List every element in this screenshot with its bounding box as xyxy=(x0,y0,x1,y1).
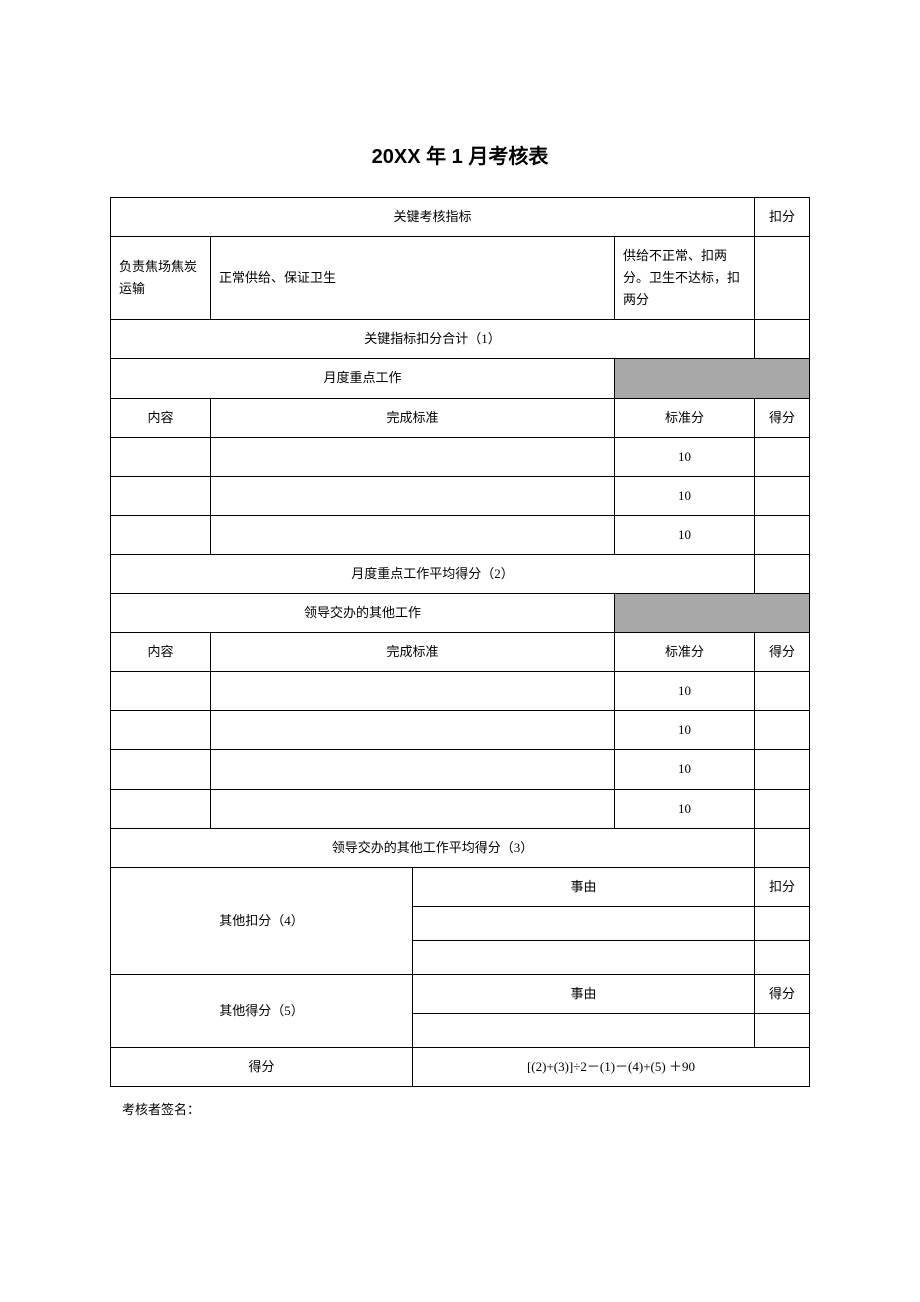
section2-col-score: 得分 xyxy=(755,398,810,437)
section1-row-score xyxy=(755,237,810,320)
signature-label: 考核者签名： xyxy=(110,1099,810,1118)
table-cell xyxy=(755,940,810,974)
table-cell xyxy=(211,750,615,789)
section4-score-header: 扣分 xyxy=(755,867,810,906)
final-formula: [(2)+(3)]÷2－(1)－(4)+(5) ＋90 xyxy=(412,1047,809,1086)
section1-score-header: 扣分 xyxy=(755,198,810,237)
table-cell xyxy=(755,515,810,554)
section3-subtotal-val xyxy=(755,828,810,867)
section1-header: 关键考核指标 xyxy=(111,198,755,237)
table-cell xyxy=(412,940,754,974)
page-title: 20XX 年 1 月考核表 xyxy=(110,140,810,169)
final-label: 得分 xyxy=(111,1047,413,1086)
section3-col-score: 得分 xyxy=(755,633,810,672)
table-cell: 10 xyxy=(615,672,755,711)
section2-subtotal: 月度重点工作平均得分（2） xyxy=(111,554,755,593)
table-cell xyxy=(755,750,810,789)
table-cell xyxy=(211,672,615,711)
section2-col-standard: 完成标准 xyxy=(211,398,615,437)
table-cell: 10 xyxy=(615,789,755,828)
table-cell xyxy=(755,1013,810,1047)
table-cell: 10 xyxy=(615,515,755,554)
section3-subtotal: 领导交办的其他工作平均得分（3） xyxy=(111,828,755,867)
assessment-table: 关键考核指标 扣分 负责焦场焦炭运输 正常供给、保证卫生 供给不正常、扣两分。卫… xyxy=(110,197,810,1087)
section3-col-content: 内容 xyxy=(111,633,211,672)
table-cell xyxy=(211,515,615,554)
table-cell xyxy=(111,750,211,789)
table-cell xyxy=(111,711,211,750)
section3-shaded xyxy=(615,594,810,633)
table-cell xyxy=(755,672,810,711)
table-cell: 10 xyxy=(615,711,755,750)
table-cell xyxy=(755,789,810,828)
section2-shaded xyxy=(615,359,810,398)
table-cell xyxy=(412,906,754,940)
section3-col-standard: 完成标准 xyxy=(211,633,615,672)
section2-header: 月度重点工作 xyxy=(111,359,615,398)
section4-reason-header: 事由 xyxy=(412,867,754,906)
section2-subtotal-val xyxy=(755,554,810,593)
table-cell xyxy=(755,906,810,940)
section1-row-col2: 正常供给、保证卫生 xyxy=(211,237,615,320)
table-cell xyxy=(111,476,211,515)
table-cell xyxy=(211,476,615,515)
section1-subtotal-val xyxy=(755,320,810,359)
table-cell xyxy=(111,515,211,554)
table-cell xyxy=(412,1013,754,1047)
section1-subtotal: 关键指标扣分合计（1） xyxy=(111,320,755,359)
section3-col-stdscore: 标准分 xyxy=(615,633,755,672)
section5-reason-header: 事由 xyxy=(412,974,754,1013)
table-cell: 10 xyxy=(615,437,755,476)
table-cell xyxy=(111,789,211,828)
table-cell xyxy=(111,672,211,711)
table-cell xyxy=(755,437,810,476)
table-cell: 10 xyxy=(615,750,755,789)
table-cell xyxy=(211,437,615,476)
table-cell: 10 xyxy=(615,476,755,515)
table-cell xyxy=(111,437,211,476)
section3-header: 领导交办的其他工作 xyxy=(111,594,615,633)
section2-col-content: 内容 xyxy=(111,398,211,437)
table-cell xyxy=(211,711,615,750)
section5-score-header: 得分 xyxy=(755,974,810,1013)
section5-label: 其他得分（5） xyxy=(111,974,413,1047)
section2-col-stdscore: 标准分 xyxy=(615,398,755,437)
section1-row-col3: 供给不正常、扣两分。卫生不达标，扣两分 xyxy=(615,237,755,320)
section4-label: 其他扣分（4） xyxy=(111,867,413,974)
section1-row-col1: 负责焦场焦炭运输 xyxy=(111,237,211,320)
table-cell xyxy=(755,476,810,515)
table-cell xyxy=(211,789,615,828)
table-cell xyxy=(755,711,810,750)
